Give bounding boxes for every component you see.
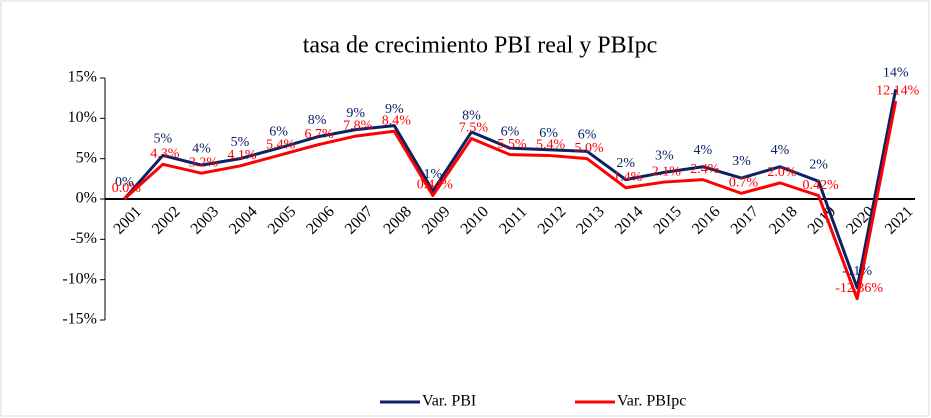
data-label: 9% — [385, 102, 404, 117]
chart-title: tasa de crecimiento PBI real y PBIpc — [303, 33, 658, 59]
data-label: 4% — [771, 143, 790, 158]
data-label: 12.14% — [876, 83, 920, 98]
data-label: 6% — [501, 124, 520, 139]
data-label: 3% — [655, 149, 674, 164]
data-label: 5.4% — [536, 138, 566, 153]
data-label: 7.8% — [343, 118, 373, 133]
data-label: 4.3% — [150, 147, 180, 162]
data-label: 6.7% — [305, 127, 335, 142]
data-label: 7.5% — [459, 121, 489, 136]
data-label: 2% — [809, 157, 828, 172]
data-label: 2.1% — [652, 164, 682, 179]
y-tick-label: -5% — [70, 230, 97, 247]
data-label: 1.4% — [613, 170, 643, 185]
data-label: 2.4% — [690, 162, 720, 177]
series-line — [123, 100, 898, 301]
data-label: 4% — [694, 143, 713, 158]
data-label: 0.0% — [112, 181, 142, 196]
data-label: -12.36% — [835, 281, 883, 296]
data-label: 4.1% — [227, 148, 257, 163]
data-label: 1% — [424, 167, 443, 182]
data-label: 2% — [616, 156, 635, 171]
data-label: 0.44% — [417, 178, 454, 193]
data-label: 3.2% — [189, 155, 219, 170]
data-label: 8% — [462, 108, 481, 123]
y-tick-label: 5% — [76, 149, 97, 166]
data-label: 5.5% — [497, 137, 527, 152]
data-label: 8% — [308, 113, 327, 128]
y-tick-label: -10% — [62, 270, 97, 287]
data-label: 5.0% — [575, 141, 605, 156]
y-tick-label: 15% — [68, 69, 97, 86]
data-label: 9% — [346, 106, 365, 121]
data-label: 6% — [269, 124, 288, 139]
data-label: 0.42% — [802, 178, 839, 193]
data-label: 3% — [732, 154, 751, 169]
series-line — [123, 89, 898, 290]
data-label: 2.0% — [767, 165, 797, 180]
data-label: 8.4% — [382, 113, 412, 128]
data-label: 6% — [539, 126, 558, 141]
data-label: 5.4% — [266, 138, 296, 153]
data-label: 0% — [115, 175, 134, 190]
data-label: 4% — [192, 141, 211, 156]
data-label: 0.7% — [729, 176, 759, 191]
legend-label: Var. PBIpc — [617, 393, 686, 410]
data-label: 5% — [231, 135, 250, 150]
y-tick-label: -15% — [62, 311, 97, 328]
data-label: 5% — [154, 132, 173, 147]
y-tick-label: 10% — [68, 109, 97, 126]
data-label: 14% — [883, 66, 909, 81]
legend-label: Var. PBI — [422, 393, 476, 410]
y-tick-label: 0% — [76, 190, 97, 207]
data-label: 6% — [578, 128, 597, 143]
